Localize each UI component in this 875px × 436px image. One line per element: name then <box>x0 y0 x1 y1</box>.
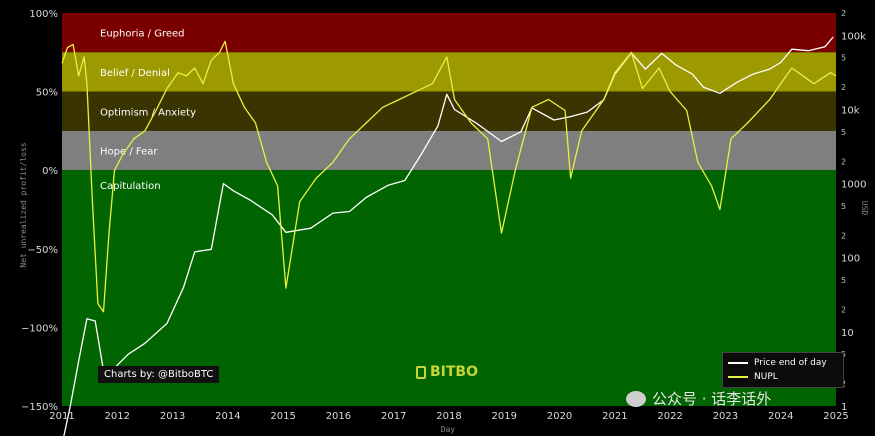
wechat-icon <box>626 390 646 407</box>
zone-labels: Euphoria / Greed Belief / Denial Optimism … <box>100 29 196 193</box>
bitbo-logo-icon <box>416 365 426 379</box>
y2-axis-title: USD <box>860 201 869 216</box>
x-tick-label-9: 2020 <box>547 411 572 422</box>
y2-minor-tick-label-9: 5 <box>841 54 846 63</box>
y-tick-label-2: 0% <box>42 166 58 177</box>
y2-tick-label-1: 10 <box>841 328 854 339</box>
watermark-text: 公众号 · 话李话外 <box>652 390 772 408</box>
y2-tick-label-2: 100 <box>841 254 860 265</box>
zone-label-3: Hope / Fear <box>100 147 158 158</box>
legend-swatch-price <box>728 362 748 364</box>
y-tick-label-4: −100% <box>21 323 58 334</box>
x-tick-label-2: 2013 <box>160 411 185 422</box>
x-tick-label-4: 2015 <box>270 411 295 422</box>
zone-label-4: Capitulation <box>100 181 161 192</box>
x-tick-label-0: 2011 <box>49 411 74 422</box>
y-tick-label-1: 50% <box>36 88 58 99</box>
zone-label-1: Belief / Denial <box>100 68 170 79</box>
brand-name: BITBO <box>430 364 479 380</box>
y-tick-label-3: −50% <box>27 245 58 256</box>
y2-minor-tick-label-4: 2 <box>841 231 846 240</box>
legend-item-nupl: NUPL <box>728 370 838 384</box>
legend-swatch-nupl <box>728 376 748 378</box>
x-tick-label-10: 2021 <box>602 411 627 422</box>
y2-tick-label-0: 1 <box>841 402 847 413</box>
x-tick-label-14: 2025 <box>823 411 848 422</box>
zone-band-0 <box>62 13 836 53</box>
x-tick-label-5: 2016 <box>326 411 351 422</box>
x-tick-label-11: 2022 <box>657 411 682 422</box>
y2-tick-label-3: 1000 <box>841 180 866 191</box>
y-tick-label-5: −150% <box>21 402 58 413</box>
x-tick-label-3: 2014 <box>215 411 240 422</box>
x-tick-label-12: 2023 <box>713 411 738 422</box>
wechat-watermark: 公众号 · 话李话外 <box>626 388 771 409</box>
x-tick-label-6: 2017 <box>381 411 406 422</box>
chart-credit: Charts by: @BitboBTC <box>98 366 220 383</box>
x-tick-label-8: 2019 <box>492 411 517 422</box>
series-line-price <box>63 36 834 436</box>
brand-logo: BITBO <box>416 364 478 380</box>
y2-tick-label-5: 100k <box>841 31 866 42</box>
x-tick-label-7: 2018 <box>436 411 461 422</box>
x-axis-title: Day <box>441 425 456 434</box>
legend-label-nupl: NUPL <box>754 372 778 382</box>
x-tick-label-13: 2024 <box>768 411 793 422</box>
zone-band-3 <box>62 130 836 171</box>
zone-label-2: Optimism / Anxiety <box>100 107 196 118</box>
y2-minor-tick-label-7: 5 <box>841 128 846 137</box>
legend-label-price: Price end of day <box>754 358 827 368</box>
y2-minor-tick-label-5: 5 <box>841 202 846 211</box>
x-tick-label-1: 2012 <box>105 411 130 422</box>
x-axis-ticks: 2011 2012 2013 2014 2015 2016 2017 2018 2019 2020… <box>49 411 848 422</box>
chart-legend: Price end of day NUPL <box>722 352 844 388</box>
series-lines <box>61 36 837 436</box>
y2-minor-tick-label-8: 2 <box>841 83 846 92</box>
legend-item-price: Price end of day <box>728 356 838 370</box>
y2-minor-tick-label-2: 2 <box>841 306 846 315</box>
y-tick-label-0: 100% <box>29 9 58 20</box>
y-axis-ticks: 100% 50% 0% −50% −100% −150% <box>21 9 58 413</box>
y2-tick-label-4: 10k <box>841 105 860 116</box>
y2-minor-tick-label-3: 5 <box>841 276 846 285</box>
y2-minor-tick-label-6: 2 <box>841 157 846 166</box>
zone-label-0: Euphoria / Greed <box>100 29 185 40</box>
series-line-nupl <box>61 40 837 313</box>
y-axis-title: Net unrealized profit/loss <box>19 142 28 267</box>
y2-minor-tick-label-10: 2 <box>841 9 846 18</box>
